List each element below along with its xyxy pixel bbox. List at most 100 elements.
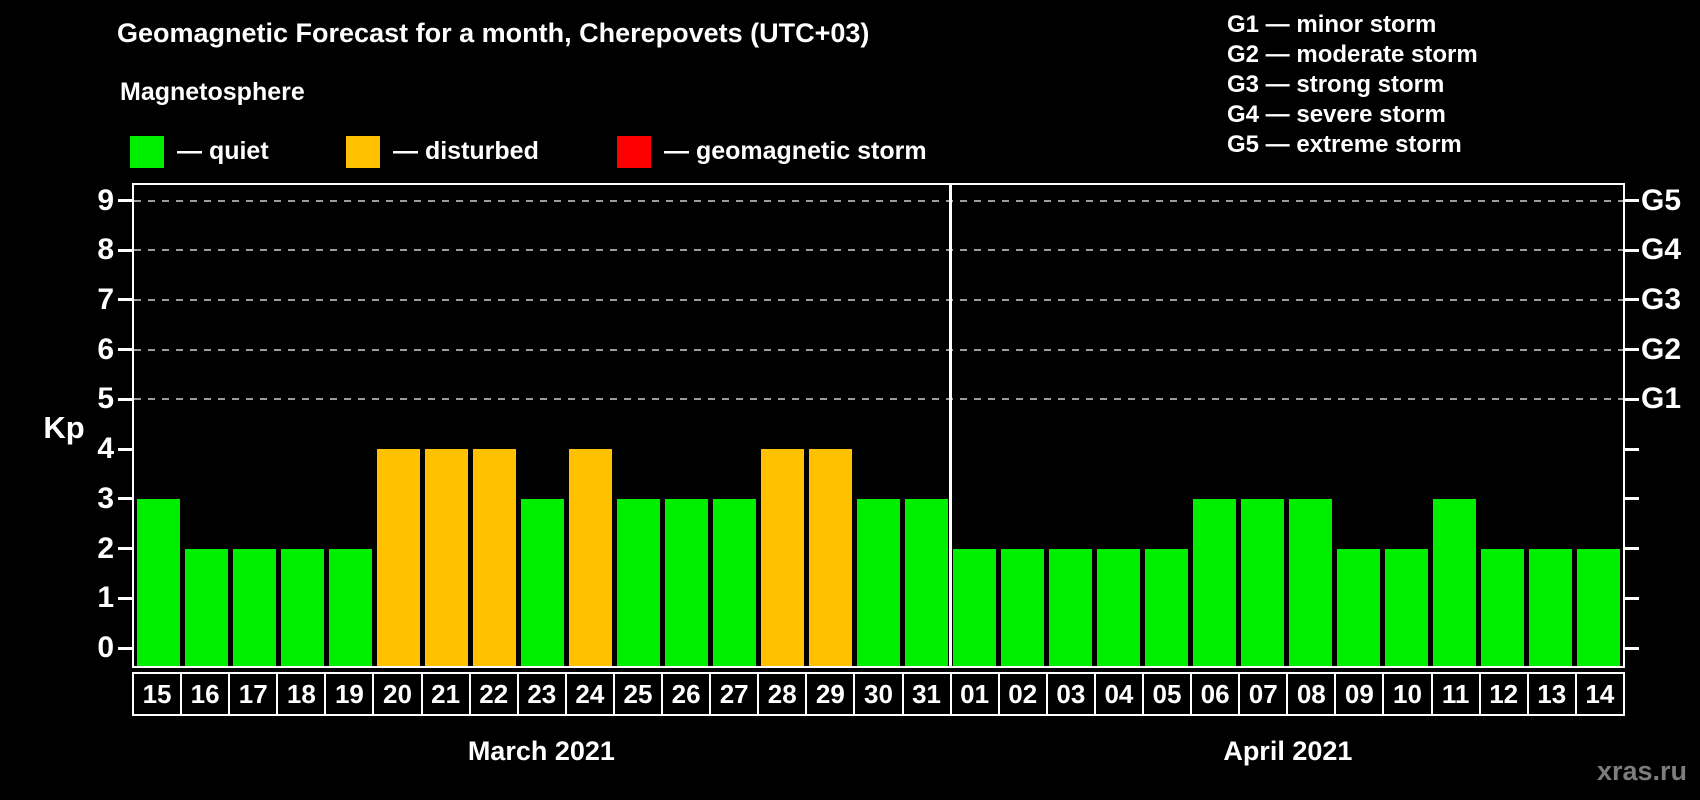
bar-slot-07	[1239, 185, 1287, 666]
g-axis-label-G2: G2	[1641, 332, 1682, 366]
right-tick-0	[1625, 646, 1639, 650]
gridline-kp-6	[134, 348, 1623, 351]
day-label-19: 19	[324, 672, 375, 716]
day-label-03: 03	[1045, 672, 1096, 716]
y-tick-7	[118, 298, 132, 302]
legend-item-storm: — geomagnetic storm	[617, 135, 927, 168]
y-tick-label-0: 0	[97, 631, 114, 664]
y-tick-8	[118, 248, 132, 252]
day-label-18: 18	[276, 672, 327, 716]
day-label-20: 20	[372, 672, 423, 716]
gridline-kp-7	[134, 298, 1623, 301]
y-tick-5	[118, 397, 132, 401]
day-label-07: 07	[1238, 672, 1289, 716]
storm-swatch	[617, 135, 651, 168]
bar-slot-26	[662, 185, 710, 666]
kp-bar-day-30	[856, 498, 900, 666]
bar-slot-18	[278, 185, 326, 666]
right-tick-8	[1625, 248, 1639, 252]
day-label-22: 22	[468, 672, 519, 716]
kp-bar-day-19	[328, 548, 372, 666]
bar-slot-16	[182, 185, 230, 666]
kp-bar-day-02	[1001, 548, 1045, 666]
day-label-30: 30	[853, 672, 904, 716]
kp-bar-day-20	[376, 449, 420, 666]
bar-slot-22	[470, 185, 518, 666]
quiet-swatch	[130, 135, 164, 168]
bar-slot-06	[1191, 185, 1239, 666]
y-tick-label-5: 5	[97, 382, 114, 416]
kp-bar-day-26	[664, 498, 708, 666]
day-label-10: 10	[1382, 672, 1433, 716]
bar-slot-25	[614, 185, 662, 666]
disturbed-swatch	[346, 135, 380, 168]
kp-bar-day-04	[1097, 548, 1141, 666]
kp-bar-day-24	[568, 449, 612, 666]
kp-bar-day-15	[136, 498, 180, 666]
kp-bar-day-21	[424, 449, 468, 666]
day-label-24: 24	[564, 672, 615, 716]
day-label-15: 15	[132, 672, 183, 716]
legend-label-quiet: — quiet	[177, 137, 269, 165]
bar-slot-30	[854, 185, 902, 666]
right-tick-5	[1625, 397, 1639, 401]
y-axis-title: Kp	[43, 410, 85, 445]
g4-legend-line: G4 — severe storm	[1227, 101, 1446, 128]
bar-slot-09	[1335, 185, 1383, 666]
y-tick-1	[118, 596, 132, 600]
bar-slot-05	[1143, 185, 1191, 666]
bar-slot-29	[806, 185, 854, 666]
gridline-kp-8	[134, 249, 1623, 252]
kp-bar-day-25	[616, 498, 660, 666]
kp-bar-day-09	[1337, 548, 1381, 666]
kp-bar-day-27	[712, 498, 756, 666]
kp-bar-day-16	[184, 548, 228, 666]
bar-slot-28	[758, 185, 806, 666]
kp-bar-day-07	[1241, 498, 1285, 666]
bar-slot-03	[1047, 185, 1095, 666]
bar-slot-24	[566, 185, 614, 666]
y-tick-label-1: 1	[97, 581, 114, 615]
day-label-09: 09	[1334, 672, 1385, 716]
g1-legend-line: G1 — minor storm	[1227, 11, 1437, 38]
right-tick-9	[1625, 199, 1639, 203]
bar-slot-27	[710, 185, 758, 666]
y-tick-label-3: 3	[97, 481, 114, 515]
bar-slot-12	[1479, 185, 1527, 666]
month-label: March 2021	[467, 736, 615, 766]
bar-slot-01	[951, 185, 999, 666]
kp-bar-day-18	[280, 548, 324, 666]
bar-slot-14	[1575, 185, 1623, 666]
day-axis: 15 16 17 18 19 20 21 22 23 24 25 26 27 28 29 30 31 01 02 03…	[132, 672, 1625, 716]
g3-legend-line: G3 — strong storm	[1227, 71, 1445, 98]
kp-bar-day-10	[1385, 548, 1429, 666]
bar-slot-10	[1383, 185, 1431, 666]
y-tick-9	[118, 199, 132, 203]
month-divider	[949, 185, 953, 666]
day-label-13: 13	[1526, 672, 1577, 716]
y-axis-tick-labels: 0 1 2 3 4 5 6 7 8 9	[0, 183, 114, 668]
y-tick-label-6: 6	[97, 332, 114, 366]
legend-label-storm: — geomagnetic storm	[664, 137, 927, 165]
watermark: xras.ru	[1596, 756, 1687, 786]
kp-bar-day-11	[1433, 498, 1477, 666]
kp-bar-day-08	[1289, 498, 1333, 666]
bar-slot-20	[374, 185, 422, 666]
bar-slot-02	[999, 185, 1047, 666]
day-label-12: 12	[1478, 672, 1529, 716]
y-tick-0	[118, 646, 132, 650]
kp-bar-day-03	[1049, 548, 1093, 666]
bar-slot-04	[1095, 185, 1143, 666]
day-label-06: 06	[1190, 672, 1241, 716]
day-label-29: 29	[805, 672, 856, 716]
y-tick-4	[118, 447, 132, 451]
kp-bar-day-28	[760, 449, 804, 666]
bar-slot-11	[1431, 185, 1479, 666]
magnetosphere-label: Magnetosphere	[120, 78, 305, 106]
g-axis-label-G5: G5	[1641, 183, 1682, 217]
day-label-26: 26	[661, 672, 712, 716]
kp-bar-day-12	[1481, 548, 1525, 666]
month-label: April 2021	[1223, 736, 1353, 766]
day-label-23: 23	[516, 672, 567, 716]
day-label-08: 08	[1286, 672, 1337, 716]
